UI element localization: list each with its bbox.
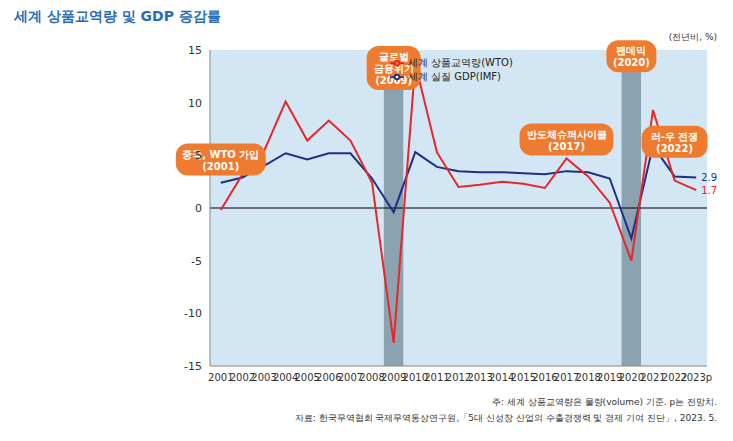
svg-text:2005: 2005 <box>294 372 320 384</box>
html-text:세계 상품교역량 및 GDP 증감률: 세계 상품교역량 및 GDP 증감률 <box>14 8 221 24</box>
svg-text:(2020): (2020) <box>613 57 650 68</box>
svg-text:-5: -5 <box>191 255 202 268</box>
svg-text:(2022): (2022) <box>656 143 693 154</box>
svg-text:2010: 2010 <box>402 372 428 384</box>
svg-text:2020: 2020 <box>618 372 645 384</box>
svg-text:2009: 2009 <box>380 372 407 384</box>
svg-text:2004: 2004 <box>272 372 299 384</box>
svg-text:2015: 2015 <box>510 372 537 384</box>
svg-text:2007: 2007 <box>337 372 364 384</box>
svg-text:2008: 2008 <box>359 372 385 384</box>
svg-text:반도체슈퍼사이클: 반도체슈퍼사이클 <box>527 129 607 140</box>
svg-text:-10: -10 <box>184 307 202 320</box>
svg-text:2018: 2018 <box>575 372 601 384</box>
svg-text:2019: 2019 <box>597 372 623 384</box>
svg-text:중국, WTO 가입: 중국, WTO 가입 <box>182 149 259 160</box>
svg-text:-15: -15 <box>184 360 202 373</box>
html-text:자료: 한국무역협회 국제무역통상연구원,「5대 신성장 산: 자료: 한국무역협회 국제무역통상연구원,「5대 신성장 산업의 수출경쟁력 및… <box>294 413 717 423</box>
svg-text:5: 5 <box>195 149 202 162</box>
svg-text:2021: 2021 <box>640 372 666 384</box>
svg-text:(2009): (2009) <box>375 75 412 86</box>
svg-text:2016: 2016 <box>532 372 558 384</box>
html-text:주: 세계 상품교역량은 물량(volume) 기준. p는: 주: 세계 상품교역량은 물량(volume) 기준. p는 전망치. <box>492 397 717 407</box>
svg-text:15: 15 <box>188 44 202 57</box>
svg-text:2002: 2002 <box>229 372 256 384</box>
html-text:세계 상품교역량(WTO): 세계 상품교역량(WTO) <box>408 57 513 68</box>
svg-text:2014: 2014 <box>489 372 515 384</box>
html-text:세계 실질 GDP(IMF): 세계 실질 GDP(IMF) <box>408 71 501 82</box>
svg-text:2003: 2003 <box>251 372 277 384</box>
svg-text:팬데믹: 팬데믹 <box>616 45 646 56</box>
html-text:(전년비, %): (전년비, %) <box>668 32 717 42</box>
svg-text:2012: 2012 <box>445 372 472 384</box>
svg-text:10: 10 <box>188 97 202 110</box>
svg-text:2001: 2001 <box>208 372 234 384</box>
svg-text:(2017): (2017) <box>548 141 585 152</box>
svg-text:2017: 2017 <box>553 372 580 384</box>
svg-text:러-우 전쟁: 러-우 전쟁 <box>651 131 699 142</box>
svg-text:2006: 2006 <box>316 372 342 384</box>
svg-text:1.7: 1.7 <box>701 185 717 196</box>
svg-text:2011: 2011 <box>424 372 450 384</box>
svg-text:(2001): (2001) <box>202 161 239 172</box>
svg-text:2022: 2022 <box>661 372 688 384</box>
svg-text:0: 0 <box>195 202 202 215</box>
svg-text:2.9: 2.9 <box>701 172 717 183</box>
svg-text:글로벌: 글로벌 <box>379 51 409 62</box>
svg-text:2013: 2013 <box>467 372 493 384</box>
svg-text:금융위기: 금융위기 <box>374 63 414 74</box>
svg-text:2023p: 2023p <box>680 372 712 383</box>
